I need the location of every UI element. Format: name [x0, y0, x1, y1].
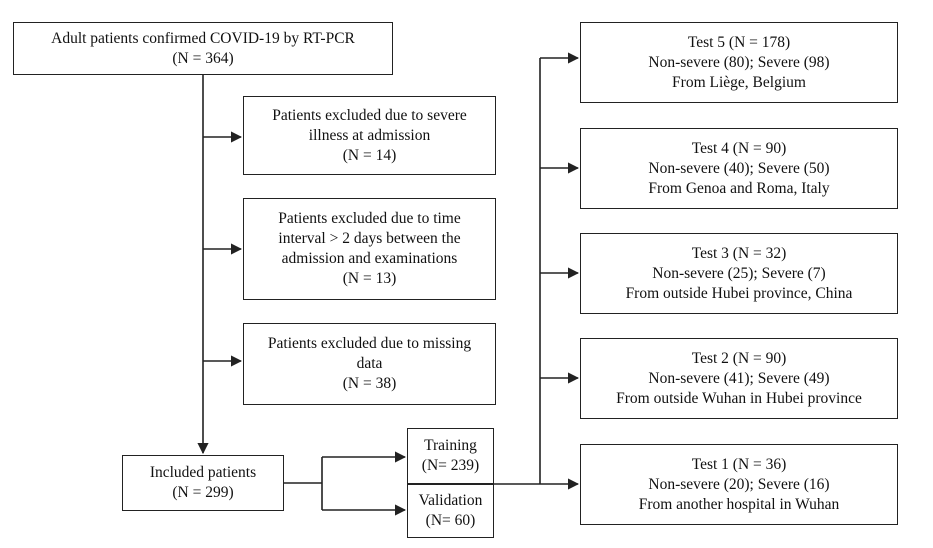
- test-2-line-1: Test 2 (N = 90): [691, 349, 787, 367]
- source-line-2: (N = 364): [172, 49, 234, 67]
- exclusion-3-line-2: data: [356, 355, 383, 372]
- validation-line-1: Validation: [418, 492, 483, 509]
- test-1-line-3: From another hospital in Wuhan: [638, 495, 840, 513]
- test-5-line-1: Test 5 (N = 178): [687, 33, 791, 51]
- test-4-box: Test 4 (N = 90) Non-severe (40); Severe …: [580, 128, 898, 209]
- exclusion-2-line-2: interval > 2 days between the: [278, 230, 461, 247]
- exclusion-box-severe-illness: Patients excluded due to severe illness …: [243, 96, 496, 175]
- test-2-line-2: Non-severe (41); Severe (49): [648, 369, 830, 387]
- test-4-line-2: Non-severe (40); Severe (50): [648, 159, 830, 177]
- test-3-line-3: From outside Hubei province, China: [625, 284, 853, 302]
- validation-line-2: (N= 60): [425, 512, 476, 529]
- exclusion-box-time-interval: Patients excluded due to time interval >…: [243, 198, 496, 300]
- test-4-line-1: Test 4 (N = 90): [691, 139, 787, 157]
- test-2-box: Test 2 (N = 90) Non-severe (41); Severe …: [580, 338, 898, 419]
- test-5-box: Test 5 (N = 178) Non-severe (80); Severe…: [580, 22, 898, 103]
- test-3-box: Test 3 (N = 32) Non-severe (25); Severe …: [580, 233, 898, 314]
- exclusion-box-missing-data: Patients excluded due to missing data (N…: [243, 323, 496, 405]
- included-patients-box: Included patients (N = 299): [122, 455, 284, 511]
- test-3-line-1: Test 3 (N = 32): [691, 244, 787, 262]
- included-line-2: (N = 299): [172, 484, 234, 501]
- source-box: Adult patients confirmed COVID-19 by RT-…: [13, 22, 393, 75]
- test-1-line-1: Test 1 (N = 36): [691, 455, 787, 473]
- exclusion-3-line-3: (N = 38): [342, 375, 397, 392]
- exclusion-3-line-1: Patients excluded due to missing: [267, 335, 472, 352]
- exclusion-2-line-1: Patients excluded due to time: [278, 210, 461, 227]
- exclusion-1-line-3: (N = 14): [342, 146, 397, 164]
- test-3-line-2: Non-severe (25); Severe (7): [652, 264, 826, 282]
- test-2-line-3: From outside Wuhan in Hubei province: [616, 389, 862, 407]
- exclusion-2-line-3: admission and examinations: [281, 250, 458, 267]
- exclusion-1-line-2: illness at admission: [308, 126, 431, 144]
- test-4-line-3: From Genoa and Roma, Italy: [648, 179, 830, 197]
- validation-box: Validation (N= 60): [407, 484, 494, 538]
- training-box: Training (N= 239): [407, 428, 494, 484]
- exclusion-2-line-4: (N = 13): [342, 270, 397, 287]
- test-1-line-2: Non-severe (20); Severe (16): [648, 475, 830, 493]
- training-line-1: Training: [424, 437, 477, 454]
- test-1-box: Test 1 (N = 36) Non-severe (20); Severe …: [580, 444, 898, 525]
- training-line-2: (N= 239): [421, 457, 480, 474]
- test-5-line-2: Non-severe (80); Severe (98): [648, 53, 830, 71]
- test-5-line-3: From Liège, Belgium: [672, 73, 806, 91]
- source-line-1: Adult patients confirmed COVID-19 by RT-…: [51, 29, 355, 47]
- included-line-1: Included patients: [149, 464, 257, 481]
- exclusion-1-line-1: Patients excluded due to severe: [272, 106, 467, 124]
